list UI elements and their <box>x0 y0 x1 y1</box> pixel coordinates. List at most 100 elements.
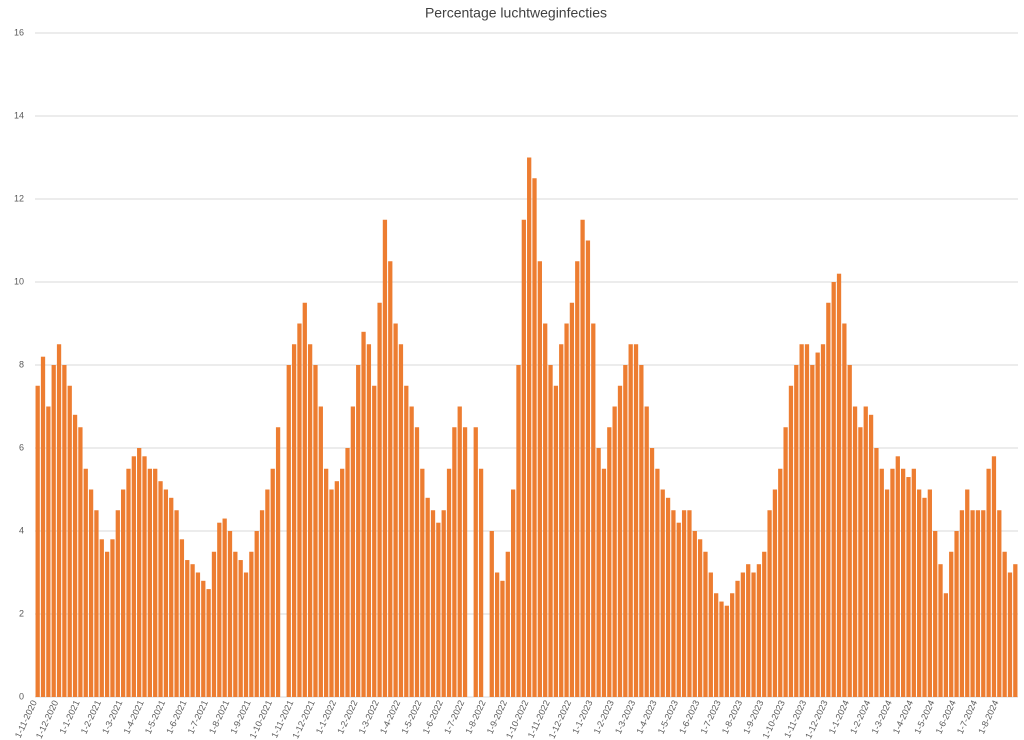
bar <box>874 448 879 697</box>
bar <box>441 510 446 697</box>
bar <box>938 564 943 697</box>
y-tick-label: 10 <box>14 276 24 286</box>
bar <box>286 365 291 697</box>
bar <box>494 572 500 697</box>
bar <box>997 510 1002 697</box>
bar <box>981 510 986 697</box>
bar <box>842 323 847 697</box>
bar <box>901 468 906 697</box>
bar <box>500 580 505 697</box>
bar <box>297 323 302 697</box>
bar <box>201 580 206 697</box>
bar <box>409 406 414 697</box>
x-tick-label: 1-1-2023 <box>570 699 594 736</box>
bar <box>601 468 607 697</box>
x-tick-label: 1-1-2022 <box>314 699 338 736</box>
bar <box>51 365 56 697</box>
x-tick-label: 1-3-2024 <box>869 699 893 736</box>
bar <box>831 282 836 697</box>
bar <box>259 510 265 697</box>
y-tick-label: 6 <box>19 442 24 452</box>
bar <box>473 427 478 697</box>
bar <box>852 406 858 697</box>
bar <box>179 539 185 697</box>
bar <box>318 406 323 697</box>
bar <box>313 365 318 697</box>
bar <box>46 406 51 697</box>
x-tick-label: 1-4-2023 <box>634 699 658 736</box>
x-tick-label: 1-9-2023 <box>741 699 765 736</box>
bar <box>746 564 751 697</box>
bar <box>532 178 537 697</box>
bar <box>847 365 852 697</box>
bar <box>799 344 804 697</box>
bar <box>895 456 900 697</box>
bar <box>527 157 532 697</box>
bar <box>425 497 430 697</box>
x-tick-label: 1-6-2021 <box>164 699 188 736</box>
bar <box>778 468 783 697</box>
bar <box>826 302 831 697</box>
x-tick-label: 1-7-2021 <box>186 699 210 736</box>
bar <box>1002 551 1007 697</box>
bar <box>340 468 345 697</box>
x-tick-label: 1-5-2023 <box>656 699 680 736</box>
bar <box>83 468 88 697</box>
bar <box>975 510 981 697</box>
x-tick-label: 1-6-2022 <box>421 699 445 736</box>
x-tick-label: 1-5-2022 <box>399 699 423 736</box>
bar <box>676 522 681 697</box>
x-tick-label: 1-2-2022 <box>335 699 359 736</box>
bar <box>922 497 927 697</box>
bar <box>270 468 275 697</box>
bar <box>291 344 297 697</box>
x-tick-label: 1-4-2022 <box>378 699 402 736</box>
bar <box>356 365 361 697</box>
bar <box>671 510 676 697</box>
bar <box>917 489 922 697</box>
bar <box>858 427 863 697</box>
x-tick-label: 1-8-2021 <box>207 699 231 736</box>
bar <box>185 560 190 697</box>
bar <box>687 510 692 697</box>
bar <box>516 365 521 697</box>
bar <box>949 551 954 697</box>
bar <box>446 468 452 697</box>
bar <box>612 406 617 697</box>
bar <box>740 572 746 697</box>
bar <box>511 489 516 697</box>
bar <box>943 593 949 697</box>
bar <box>137 448 142 697</box>
bar <box>660 489 665 697</box>
bar <box>585 240 591 697</box>
bar <box>35 385 40 697</box>
bar <box>457 406 462 697</box>
bar <box>762 551 767 697</box>
bar <box>708 572 713 697</box>
bar <box>697 539 703 697</box>
bar <box>67 385 72 697</box>
x-tick-label: 1-4-2024 <box>891 699 915 736</box>
bar <box>174 510 179 697</box>
bar <box>767 510 772 697</box>
bar <box>62 365 67 697</box>
bar <box>211 551 217 697</box>
bar <box>868 414 874 697</box>
bar <box>591 323 596 697</box>
bar <box>863 406 868 697</box>
bar <box>420 468 425 697</box>
bar <box>249 551 254 697</box>
bar <box>478 468 484 697</box>
x-tick-label: 1-3-2021 <box>100 699 124 736</box>
x-tick-label: 1-5-2021 <box>143 699 167 736</box>
bar <box>302 302 307 697</box>
x-tick-label: 1-8-2024 <box>976 699 1000 736</box>
bar <box>350 406 356 697</box>
bar <box>462 427 468 697</box>
chart-title: Percentage luchtweginfecties <box>425 5 607 21</box>
bar <box>580 219 585 697</box>
bar <box>505 551 510 697</box>
bar <box>703 551 708 697</box>
bar <box>681 510 687 697</box>
